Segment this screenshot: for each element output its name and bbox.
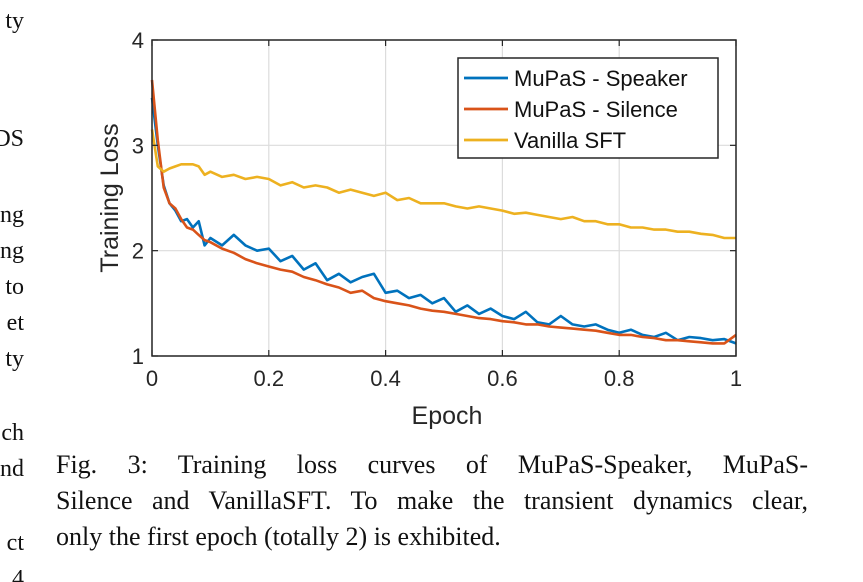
x-tick-label: 0.4 [370, 366, 401, 391]
left-text-fragment: DS [0, 126, 24, 152]
left-text-fragment: 4 [12, 566, 24, 582]
caption-line-2: Silence and VanillaSFT. To make the tran… [56, 486, 808, 515]
caption-line-1: Fig. 3: Training loss curves of MuPaS-Sp… [56, 450, 808, 479]
left-text-fragment: ct [6, 530, 24, 556]
y-tick-label: 4 [132, 28, 144, 53]
left-column-text: ty DS ng ng to et ty ch nd ct 4 [0, 0, 28, 582]
series-line-3 [150, 129, 736, 240]
legend-label-2: MuPaS - Silence [514, 97, 678, 122]
series-line-2 [150, 79, 737, 345]
training-loss-chart: 0 0.2 0.4 0.6 0.8 1 1 2 3 4 MuPaS - Speaker MuPaS … [60, 0, 860, 440]
left-text-fragment: ng [0, 238, 24, 264]
x-tick-label: 0.8 [604, 366, 635, 391]
left-text-fragment: to [5, 274, 24, 300]
series-line-1 [150, 97, 737, 345]
left-text-fragment: ng [0, 202, 24, 228]
y-tick-label: 2 [132, 239, 144, 264]
left-text-fragment: ty [5, 346, 24, 372]
x-tick-label: 0.2 [254, 366, 285, 391]
left-text-fragment: nd [0, 456, 24, 482]
x-tick-label: 0 [146, 366, 158, 391]
left-text-fragment: et [6, 310, 24, 336]
x-axis-label: Epoch [412, 402, 483, 430]
legend-label-3: Vanilla SFT [514, 128, 626, 153]
axes-frame [151, 39, 737, 357]
y-axis-label: Training Loss [96, 123, 124, 272]
caption-line-3: only the first epoch (totally 2) is exhi… [56, 522, 501, 551]
left-text-fragment: ty [5, 8, 24, 34]
figure-caption: Fig. 3: Training loss curves of MuPaS-Sp… [56, 447, 808, 555]
left-text-fragment: ch [1, 420, 24, 446]
y-tick-label: 3 [132, 133, 144, 158]
y-tick-label: 1 [132, 344, 144, 369]
chart-svg: 0 0.2 0.4 0.6 0.8 1 1 2 3 4 MuPaS - Speaker MuPaS … [96, 28, 742, 430]
legend-label-1: MuPaS - Speaker [514, 66, 688, 91]
x-tick-label: 0.6 [487, 366, 518, 391]
x-tick-label: 1 [730, 366, 742, 391]
